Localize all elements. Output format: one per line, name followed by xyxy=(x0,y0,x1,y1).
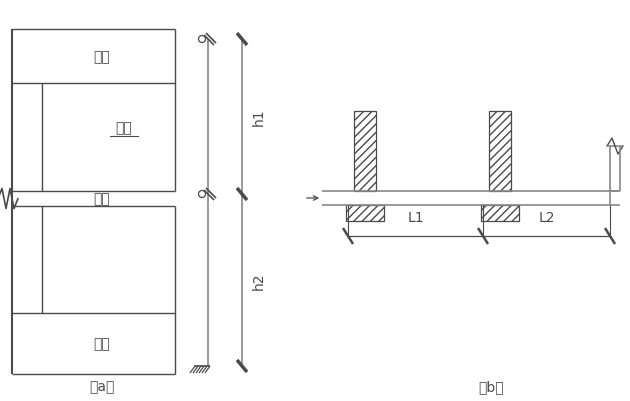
Bar xyxy=(354,112,376,192)
Text: 顶板: 顶板 xyxy=(93,50,110,64)
Text: （b）: （b） xyxy=(478,379,504,393)
Bar xyxy=(481,205,519,221)
Text: 楼板: 楼板 xyxy=(93,192,110,206)
Text: h2: h2 xyxy=(252,271,266,289)
Bar xyxy=(489,112,511,192)
Text: L1: L1 xyxy=(407,211,424,225)
Bar xyxy=(346,205,384,221)
Text: 底板: 底板 xyxy=(93,337,110,350)
Text: 側壁: 側壁 xyxy=(115,121,132,135)
Text: L2: L2 xyxy=(538,211,555,225)
Text: （a）: （a） xyxy=(89,379,114,393)
Text: h1: h1 xyxy=(252,108,266,126)
